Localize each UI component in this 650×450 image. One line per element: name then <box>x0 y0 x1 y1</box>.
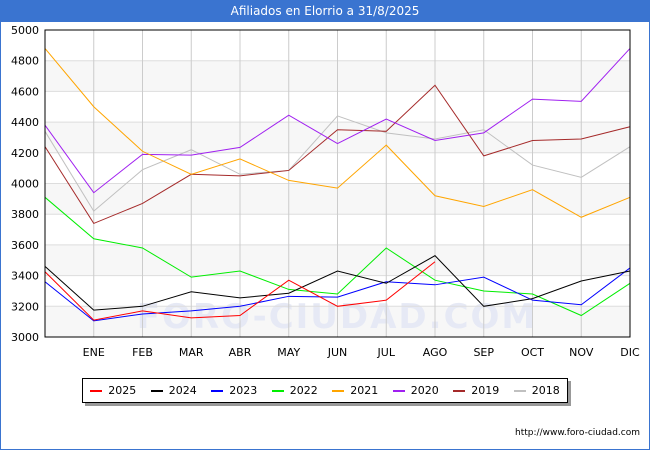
legend-label: 2019 <box>471 384 500 397</box>
y-tick-label: 3800 <box>11 208 39 221</box>
series-line-2023 <box>44 267 631 322</box>
legend-swatch <box>392 389 405 392</box>
y-tick-label: 3600 <box>11 239 39 252</box>
x-tick-label: SEP <box>473 346 494 359</box>
x-tick-label: MAR <box>179 346 204 359</box>
legend-item-2025: 2025 <box>90 384 136 397</box>
x-tick-label: AGO <box>423 346 448 359</box>
x-tick-label: OCT <box>521 346 544 359</box>
legend-swatch <box>211 389 224 392</box>
chart-title: Afiliados en Elorrio a 31/8/2025 <box>0 0 650 22</box>
legend-item-2024: 2024 <box>150 384 197 397</box>
y-tick-label: 4000 <box>11 178 39 191</box>
legend-swatch <box>513 389 526 392</box>
legend-label: 2023 <box>229 384 258 397</box>
legend-label: 2021 <box>350 384 379 397</box>
series-line-2020 <box>44 48 631 194</box>
y-tick-label: 4600 <box>11 85 39 98</box>
x-tick-label: NOV <box>569 346 594 359</box>
x-tick-label: ENE <box>83 346 105 359</box>
x-tick-label: DIC <box>620 346 640 359</box>
legend-item-2018: 2018 <box>513 384 560 397</box>
legend-label: 2018 <box>531 384 560 397</box>
legend-label: 2024 <box>168 384 197 397</box>
footer-url[interactable]: http://www.foro-ciudad.com <box>515 428 640 438</box>
y-tick-label: 3000 <box>11 331 39 344</box>
legend-swatch <box>332 389 345 392</box>
legend-label: 2022 <box>289 384 318 397</box>
series-line-2025 <box>44 261 436 321</box>
series-line-2019 <box>44 84 631 225</box>
series-line-2022 <box>44 196 631 317</box>
y-tick-label: 4200 <box>11 147 39 160</box>
legend-item-2021: 2021 <box>332 384 378 397</box>
legend-item-2022: 2022 <box>271 384 318 397</box>
legend-swatch <box>453 389 466 392</box>
y-tick-label: 3200 <box>11 300 39 313</box>
y-tick-label: 3400 <box>11 270 39 283</box>
x-tick-label: ABR <box>229 346 252 359</box>
x-tick-label: FEB <box>132 346 153 359</box>
legend: 2025 2024 2023 2022 2021 2020 2019 2018 <box>82 378 568 403</box>
legend-label: 2025 <box>108 384 137 397</box>
series-line-2024 <box>44 255 631 311</box>
legend-item-2023: 2023 <box>211 384 257 397</box>
legend-swatch <box>150 389 163 392</box>
legend-item-2020: 2020 <box>392 384 439 397</box>
x-tick-label: JUN <box>327 346 348 359</box>
y-tick-label: 4400 <box>11 116 39 129</box>
x-tick-label: JUL <box>377 346 396 359</box>
series-line-2018 <box>44 115 631 212</box>
legend-label: 2020 <box>410 384 439 397</box>
y-tick-label: 5000 <box>11 24 39 37</box>
legend-item-2019: 2019 <box>453 384 499 397</box>
legend-swatch <box>271 389 284 392</box>
plot-border <box>44 29 631 338</box>
legend-swatch <box>90 389 103 392</box>
y-tick-label: 4800 <box>11 55 39 68</box>
x-tick-label: MAY <box>277 346 300 359</box>
series-line-2021 <box>44 48 631 218</box>
